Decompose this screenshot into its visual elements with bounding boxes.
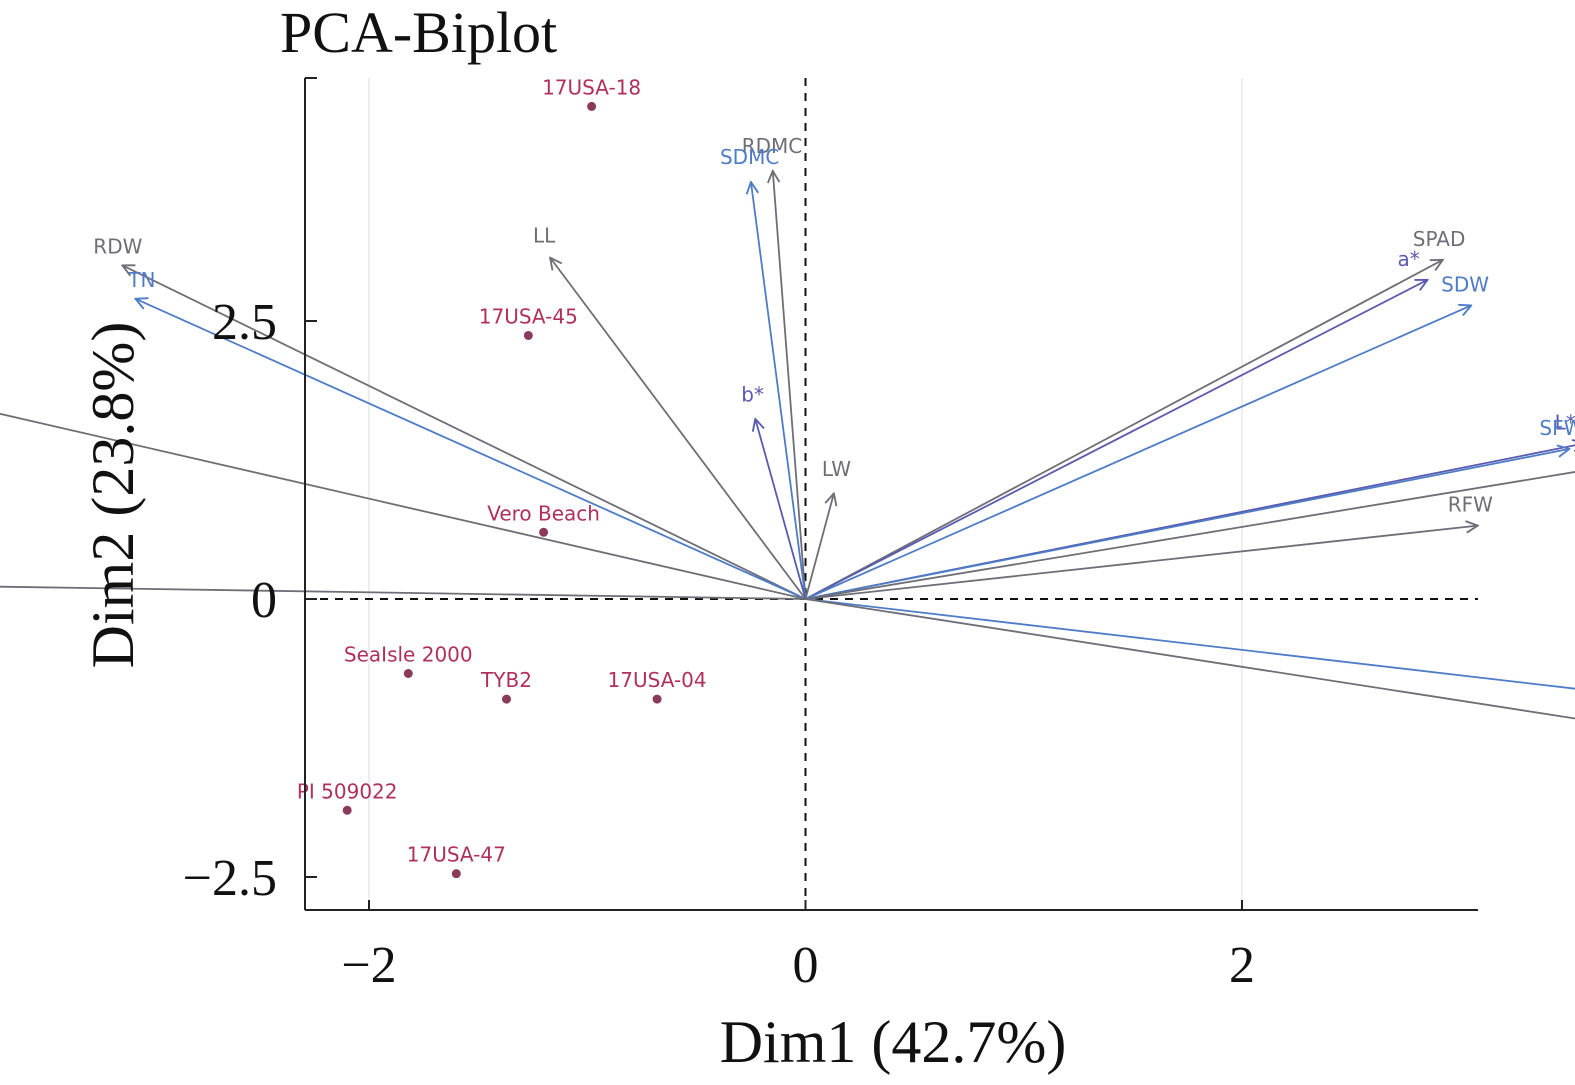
variable-label: SDMC <box>720 145 779 169</box>
variable-arrow <box>122 265 806 600</box>
variable-label: RFW <box>1448 493 1493 517</box>
x-tick-label: −2 <box>341 937 396 994</box>
variable-arrow <box>751 182 807 600</box>
variable-arrow <box>755 419 807 600</box>
variable-label: SFW <box>1539 416 1575 440</box>
variable-label: LL <box>533 223 556 247</box>
variable-arrow <box>0 412 806 600</box>
y-axis-title: Dim2 (23.8%) <box>80 322 146 669</box>
individual-label: SeaIsle 2000 <box>344 643 473 667</box>
variable-arrow <box>805 260 1443 600</box>
variable-label: LW <box>822 457 851 481</box>
individual-label: 17USA-47 <box>407 843 506 867</box>
variable-arrow <box>773 171 807 600</box>
variable-arrow <box>805 471 1575 600</box>
x-axis-title: Dim1 (42.7%) <box>720 1009 1067 1075</box>
individual-point <box>523 330 533 340</box>
grid-lines <box>368 78 1243 910</box>
x-tick-label: 0 <box>793 937 819 994</box>
axes: −4−20246−2.502.5 <box>183 77 1478 994</box>
variable-label: RDMC <box>742 134 803 158</box>
variable-arrow <box>550 258 807 600</box>
individual-point <box>451 869 461 879</box>
y-tick-label: 2.5 <box>212 294 277 351</box>
variable-arrow <box>805 598 1575 690</box>
x-tick-label: 2 <box>1229 937 1255 994</box>
variable-arrow <box>805 526 1478 600</box>
reference-lines <box>305 78 1478 910</box>
variable-arrows: RDMCSDMCLLRDWTNTTLTILb*LWSPADa*SDWL*SFWF… <box>0 134 1575 720</box>
y-tick-label: 0 <box>251 572 277 629</box>
variable-arrow <box>804 493 834 600</box>
variable-arrow <box>805 449 1570 600</box>
individual-point <box>501 694 511 704</box>
individual-point <box>652 694 662 704</box>
variable-label: L* <box>1555 410 1575 434</box>
variable-label: SDW <box>1441 272 1489 296</box>
variable-label: SPAD <box>1413 227 1466 251</box>
variable-label: a* <box>1398 247 1420 271</box>
individual-label: 17USA-45 <box>479 304 578 328</box>
chart-title: PCA-Biplot <box>280 0 557 65</box>
individual-label: 17USA-04 <box>608 668 707 692</box>
individual-point <box>539 527 549 537</box>
variable-arrow <box>805 280 1428 600</box>
individual-point <box>403 669 413 679</box>
individual-label: 17USA-18 <box>542 75 641 99</box>
individual-label: Vero Beach <box>487 501 600 525</box>
individual-label: PI 509022 <box>297 779 398 803</box>
variable-label: b* <box>741 382 764 406</box>
variable-arrow <box>805 305 1472 600</box>
variable-arrow <box>0 585 806 600</box>
variable-arrow <box>135 299 806 600</box>
individual-point <box>587 101 597 111</box>
y-tick-label: −2.5 <box>183 850 277 907</box>
individual-point <box>342 805 352 815</box>
variable-arrow <box>805 598 1575 720</box>
variable-label: TN <box>127 268 155 292</box>
variable-label: RDW <box>93 234 142 258</box>
individual-label: TYB2 <box>480 668 532 692</box>
